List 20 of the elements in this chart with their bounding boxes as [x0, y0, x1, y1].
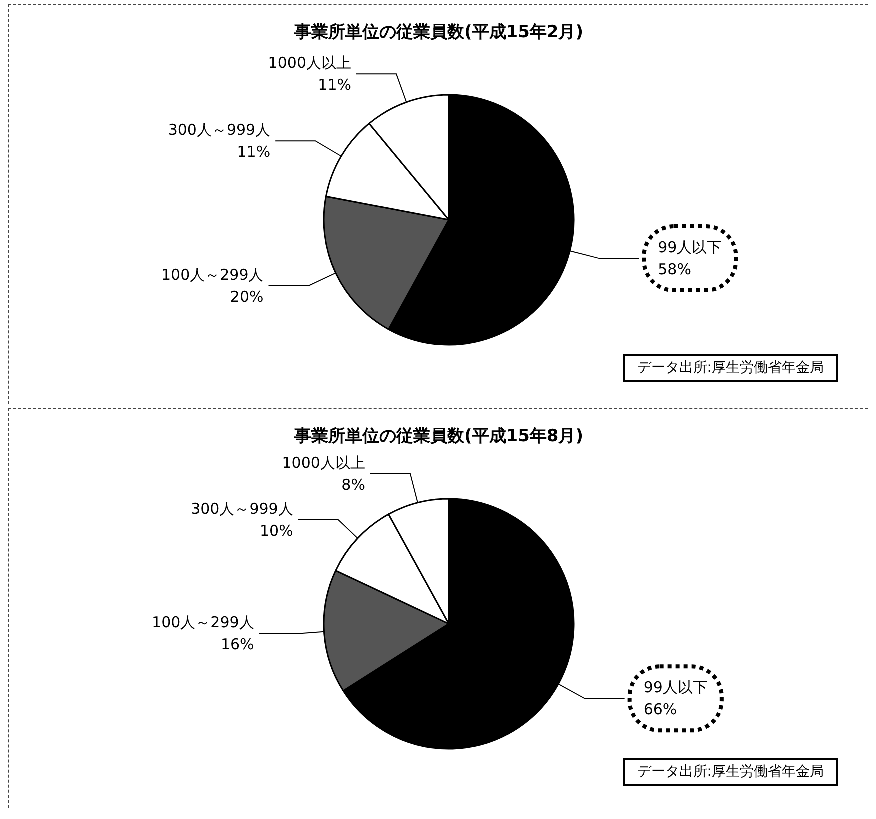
legend-label: 99人以下 [644, 678, 708, 697]
data-label: 11% [318, 76, 352, 94]
text: データ出所:厚生労働省年金局 [623, 354, 838, 382]
legend-label: 99人以下 [658, 238, 722, 257]
data-label: 10% [260, 522, 294, 540]
data-label: 58% [658, 260, 692, 279]
data-label: 11% [237, 143, 271, 162]
data-label: 20% [230, 288, 264, 306]
slice-label: 100人～299人 [152, 614, 254, 632]
slice-label: 300人～999人 [168, 121, 271, 140]
chart-title: 事業所単位の従業員数(平成15年2月) [293, 22, 584, 42]
slice-label: 1000人以上 [268, 54, 352, 72]
data-label: 8% [342, 476, 366, 494]
slice-label: 1000人以上 [282, 454, 366, 472]
data-label: 16% [220, 636, 254, 654]
slice-label: 100人～299人 [161, 266, 264, 284]
slice-label: 300人～999人 [191, 500, 294, 518]
text: データ出所:厚生労働省年金局 [623, 758, 838, 786]
chart-title: 事業所単位の従業員数(平成15年8月) [293, 426, 584, 446]
data-label: 66% [644, 700, 678, 719]
